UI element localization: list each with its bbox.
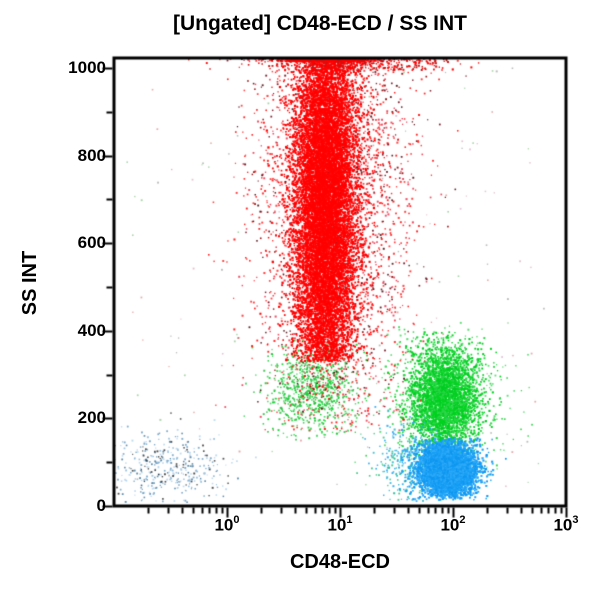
y-tick-label-200: 200 — [77, 408, 106, 427]
y-tick-label-800: 800 — [77, 146, 106, 165]
x-tick-label-1e0: 100 — [214, 514, 240, 535]
x-tick-label-1e2: 102 — [440, 514, 466, 535]
y-tick-label-1000: 1000 — [68, 58, 106, 77]
x-axis-label: CD48-ECD — [289, 551, 391, 573]
y-tick-label-400: 400 — [77, 321, 106, 340]
x-tick-label-1e3: 103 — [553, 514, 579, 535]
x-tick-label-1e1: 101 — [327, 514, 353, 535]
y-axis-label: SS INT — [19, 250, 41, 316]
y-tick-label-600: 600 — [77, 233, 106, 252]
y-tick-label-0: 0 — [96, 496, 106, 515]
